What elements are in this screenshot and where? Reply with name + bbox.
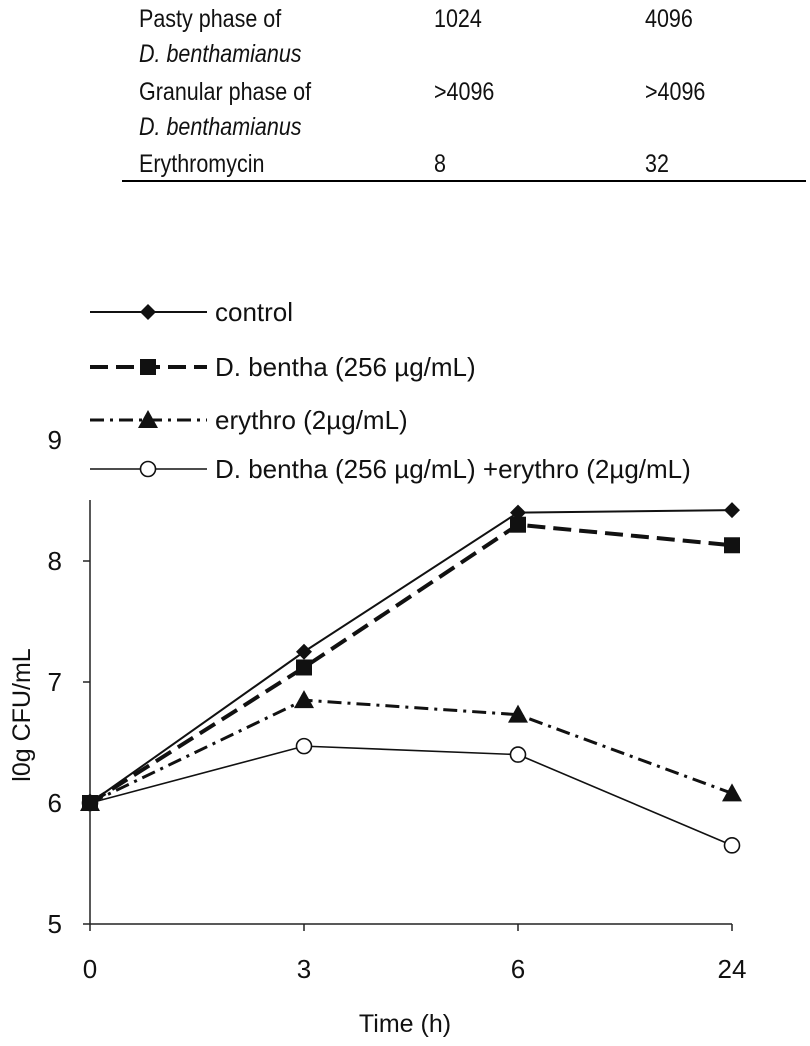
y-tick-label: 8 xyxy=(48,546,62,576)
y-tick-label: 5 xyxy=(48,909,62,939)
legend-marker xyxy=(138,410,158,428)
legend-marker xyxy=(139,460,157,478)
data-point-series-1 xyxy=(296,643,312,660)
table-cell: 4096 xyxy=(645,5,693,33)
series-layer xyxy=(80,502,742,854)
data-point-series-4 xyxy=(509,746,527,763)
y-tick-label: 9 xyxy=(48,425,62,455)
data-point-series-4 xyxy=(295,737,313,755)
legend-label: D. bentha (256 µg/mL) +erythro (2µg/mL) xyxy=(215,454,691,484)
x-tick-label: 24 xyxy=(718,954,747,984)
legend-label: control xyxy=(215,297,293,327)
x-tick-label: 3 xyxy=(297,954,311,984)
legend-marker xyxy=(140,304,156,320)
axes: 5 6 7 8 9 0 3 6 24 xyxy=(48,425,747,984)
table-cell: 8 xyxy=(434,150,446,178)
y-tick-label: 6 xyxy=(48,788,62,818)
legend-label: erythro (2µg/mL) xyxy=(215,405,408,435)
series-line-4 xyxy=(89,745,733,847)
data-point-series-1 xyxy=(510,504,526,521)
data-point-series-3 xyxy=(294,690,314,709)
data-point-series-3 xyxy=(722,783,742,802)
table-cell: >4096 xyxy=(645,78,706,106)
x-tick-label: 0 xyxy=(83,954,97,984)
table-bottom-rule xyxy=(122,180,806,182)
mic-table-fragment: Pasty phase of D. benthamianus 1024 4096… xyxy=(0,0,810,190)
x-axis-label: Time (h) xyxy=(359,1010,451,1038)
legend-label: D. bentha (256 µg/mL) xyxy=(215,352,476,382)
data-point-series-2 xyxy=(510,516,526,533)
series-line-3 xyxy=(89,698,733,805)
table-cell: 1024 xyxy=(434,5,482,33)
data-point-series-2 xyxy=(296,659,312,676)
data-point-series-4 xyxy=(723,837,741,854)
data-point-series-3 xyxy=(508,704,528,723)
data-point-series-2 xyxy=(724,537,740,554)
table-cell: 32 xyxy=(645,150,669,178)
table-row-name: Granular phase of xyxy=(139,78,312,106)
legend: control D. bentha (256 µg/mL) erythro (2µg… xyxy=(90,297,691,484)
table-row-name: Erythromycin xyxy=(139,150,265,178)
table-cell: >4096 xyxy=(434,78,495,106)
data-point-series-1 xyxy=(724,502,740,519)
y-tick-label: 7 xyxy=(48,667,62,697)
table-row-name-cont: D. benthamianus xyxy=(139,40,302,68)
table-row-name-cont: D. benthamianus xyxy=(139,113,302,141)
x-tick-label: 6 xyxy=(511,954,525,984)
y-axis-label: l0g CFU/mL xyxy=(8,648,36,781)
legend-marker xyxy=(140,359,156,375)
data-point-series-1 xyxy=(82,795,98,811)
series-line-2 xyxy=(88,522,733,805)
table-row-name: Pasty phase of xyxy=(139,5,282,33)
series-line-1 xyxy=(89,509,733,804)
